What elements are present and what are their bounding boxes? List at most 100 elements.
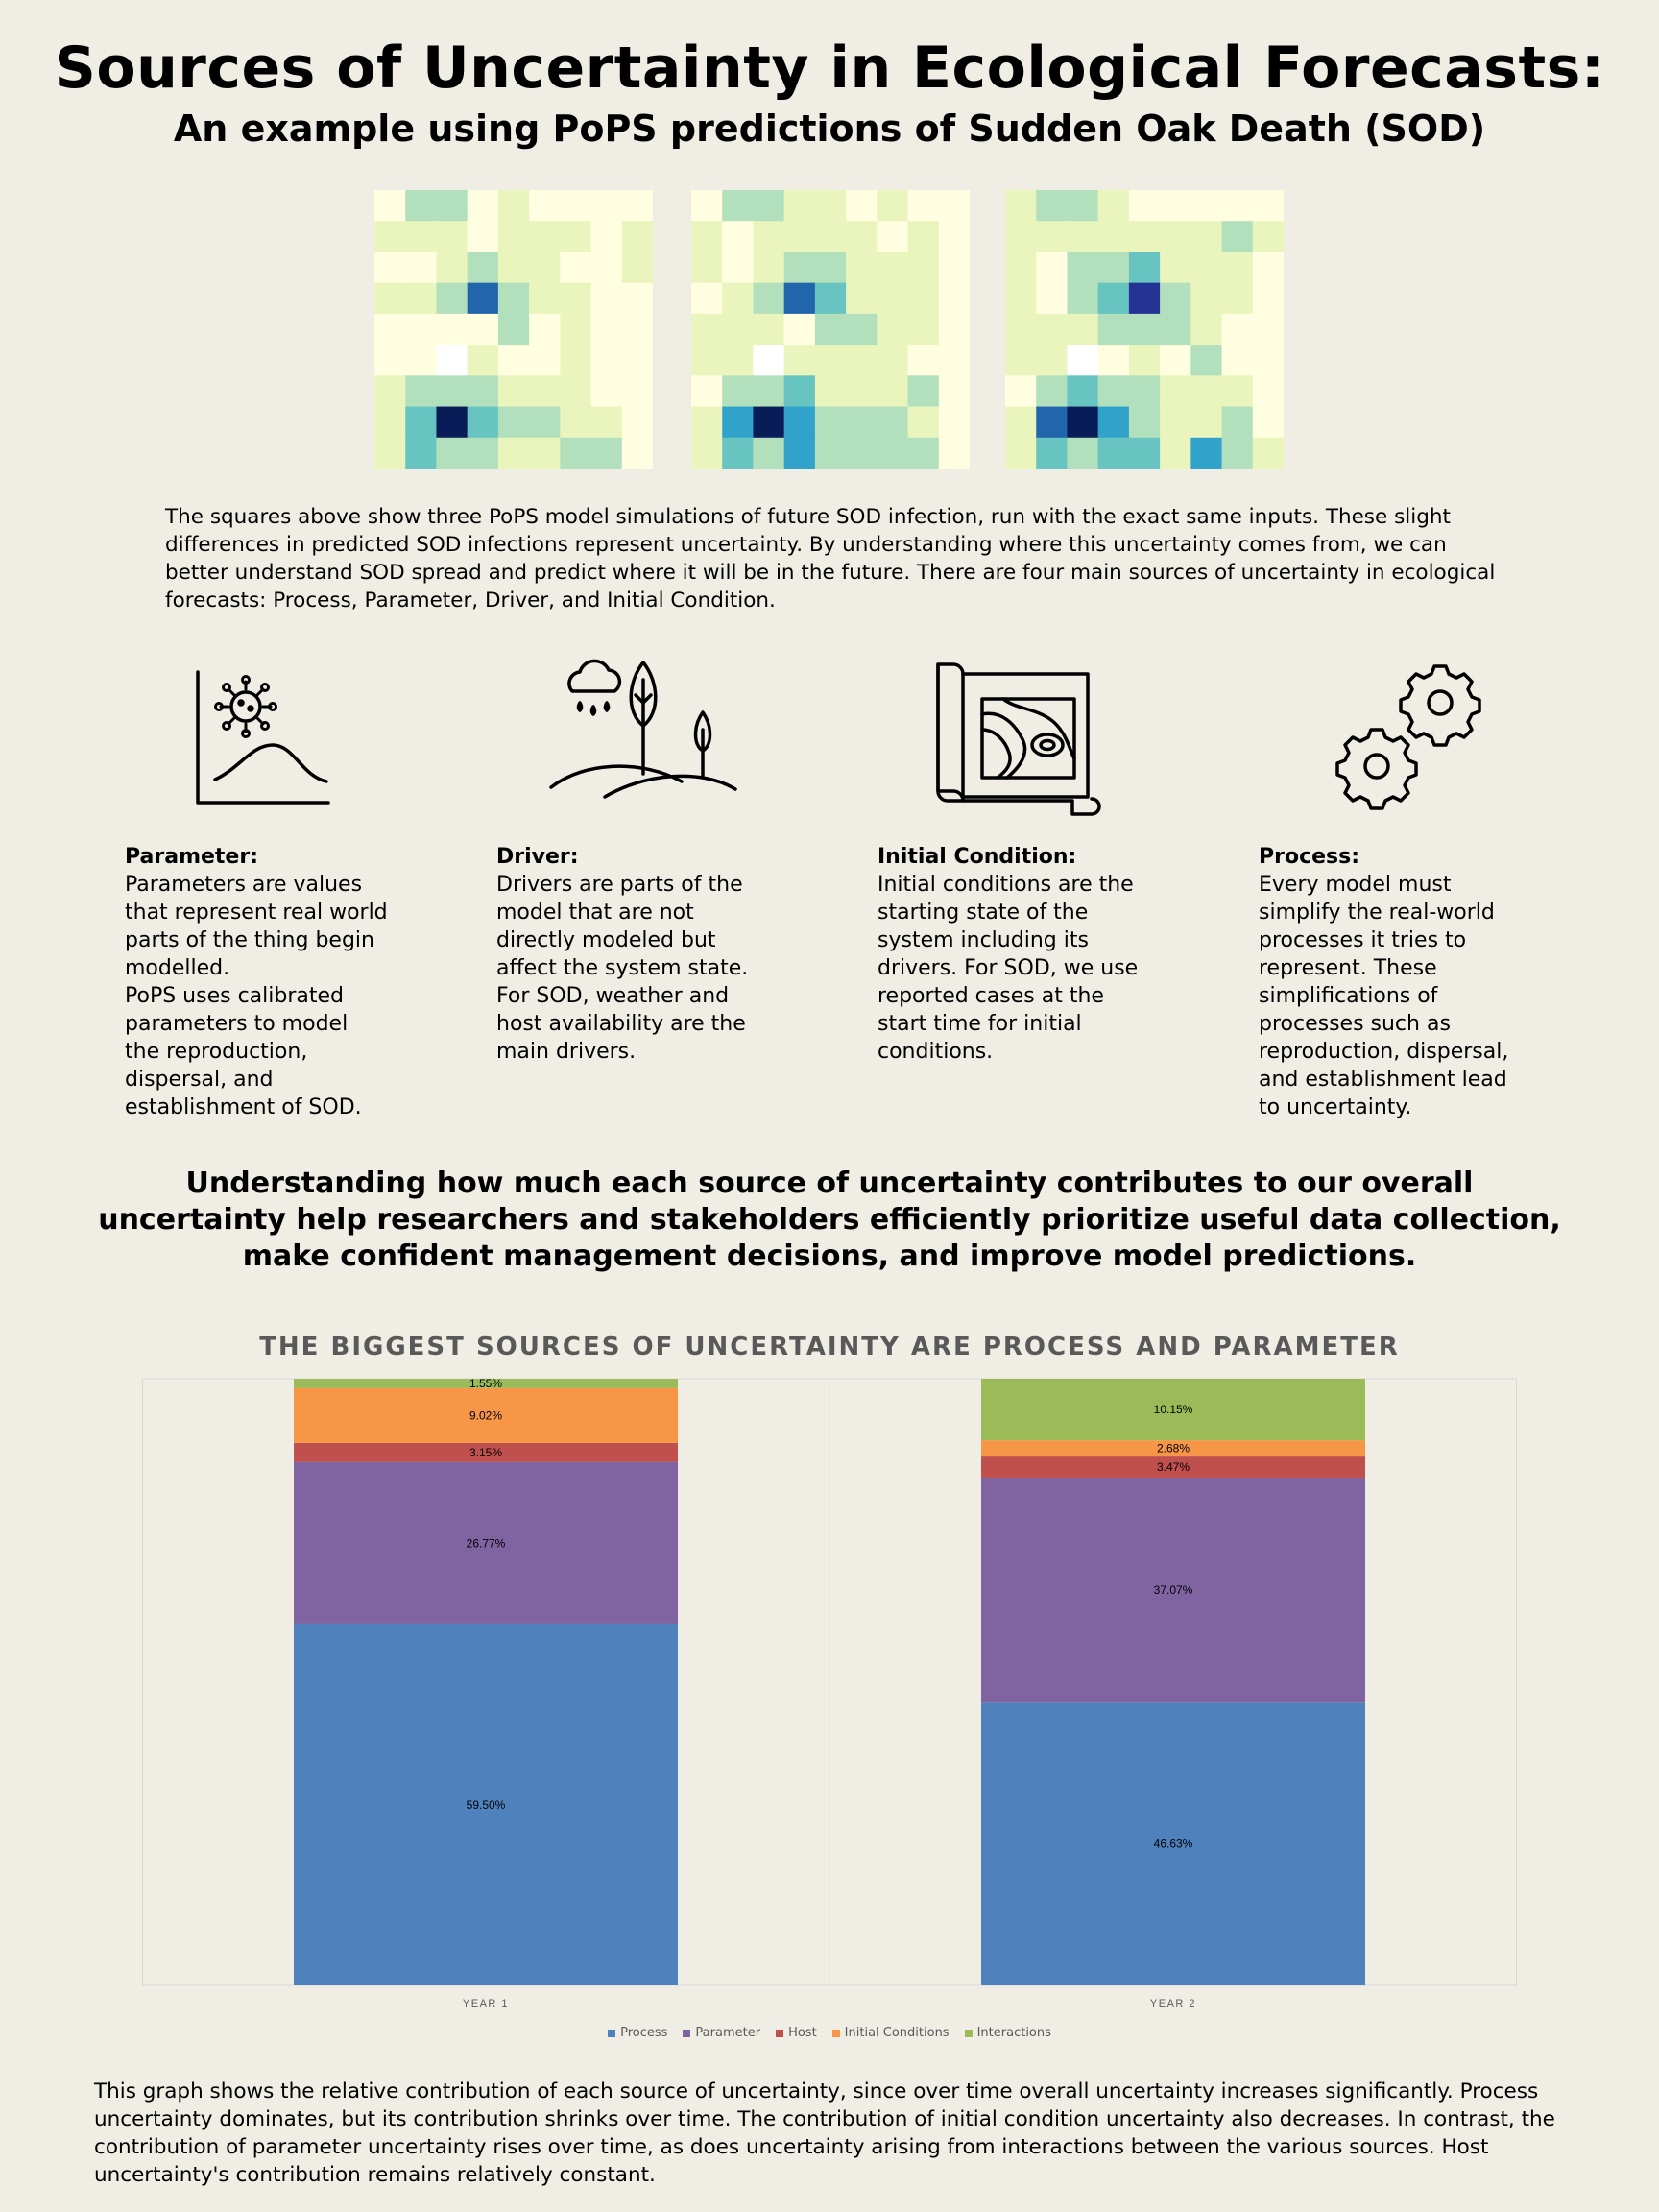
heatmap-cell xyxy=(1036,375,1068,408)
heatmap-cell xyxy=(1160,221,1191,252)
heatmap-cell xyxy=(590,252,623,284)
heatmap-cell xyxy=(846,406,878,439)
heatmap-cell xyxy=(467,190,499,222)
legend-item: Initial Conditions xyxy=(831,2026,950,2040)
heatmap-cell xyxy=(722,313,754,346)
legend-swatch xyxy=(831,2029,840,2037)
heatmap-cell xyxy=(814,252,847,284)
heatmap-cell xyxy=(467,252,499,284)
parameter-chart-icon xyxy=(182,653,374,826)
heatmap-cell xyxy=(1097,406,1130,439)
heatmap-cell xyxy=(691,313,723,346)
bar-segment-initial-conditions xyxy=(294,1387,678,1443)
heatmap-cell xyxy=(374,221,406,252)
heatmap-cell xyxy=(1160,375,1191,408)
heatmap-cell xyxy=(1160,252,1191,284)
heatmap-cell xyxy=(783,375,816,408)
heatmap-cell xyxy=(877,282,909,315)
heatmap-cell xyxy=(374,345,406,376)
heatmap-cell xyxy=(938,221,970,252)
heatmap-cell xyxy=(1097,221,1130,252)
heatmap-cell xyxy=(374,406,406,439)
heatmap-cell xyxy=(590,345,623,376)
legend-swatch xyxy=(964,2029,973,2037)
heatmap-cell xyxy=(753,406,785,439)
heatmap-cell xyxy=(907,345,940,376)
heatmap-cell xyxy=(560,282,592,315)
heatmap-cell xyxy=(590,221,623,252)
heatmap-cell xyxy=(1067,221,1099,252)
heatmap-cell xyxy=(497,437,530,469)
source-heading: Driver: xyxy=(496,845,579,869)
heatmap-cell xyxy=(467,221,499,252)
heatmap-cell xyxy=(814,221,847,252)
heatmap-cell xyxy=(1128,345,1161,376)
heatmap-cell xyxy=(753,437,785,469)
category-label: YEAR 1 xyxy=(463,1998,509,2009)
source-driver: Driver: Drivers are parts of the model t… xyxy=(496,843,794,1066)
heatmap-cell xyxy=(938,282,970,315)
heatmap-cell xyxy=(783,282,816,315)
heatmap-cell xyxy=(691,345,723,376)
heatmap-cell xyxy=(877,345,909,376)
heatmap-cell xyxy=(846,252,878,284)
simulation-heatmap-2 xyxy=(691,190,970,469)
heatmap-cell xyxy=(1067,437,1099,469)
heatmap-cell xyxy=(621,437,653,469)
source-process: Process: Every model must simplify the r… xyxy=(1259,843,1556,1121)
heatmap-cell xyxy=(1221,313,1254,346)
heatmap-cell xyxy=(590,282,623,315)
simulation-heatmap-3 xyxy=(1005,190,1284,469)
heatmap-cell xyxy=(1252,345,1284,376)
heatmap-cell xyxy=(907,190,940,222)
heatmap-cell xyxy=(938,252,970,284)
legend-label: Interactions xyxy=(976,2026,1051,2040)
simulation-heatmap-1 xyxy=(374,190,653,469)
heatmap-cell xyxy=(907,282,940,315)
heatmap-cell xyxy=(846,221,878,252)
heatmap-cell xyxy=(1128,252,1161,284)
heatmap-cell xyxy=(436,345,469,376)
heatmap-cell xyxy=(405,437,437,469)
heatmap-cell xyxy=(1160,406,1191,439)
heatmap-cell xyxy=(621,252,653,284)
heatmap-cell xyxy=(783,252,816,284)
chart-legend: Process Parameter Host Initial Conditions In… xyxy=(0,2026,1659,2040)
driver-weather-tree-icon xyxy=(547,653,739,826)
heatmap-cell xyxy=(436,252,469,284)
heatmap-cell xyxy=(814,406,847,439)
heatmap-cell xyxy=(814,437,847,469)
heatmap-cell xyxy=(560,375,592,408)
data-label: 9.02% xyxy=(469,1408,502,1422)
legend-label: Initial Conditions xyxy=(844,2026,950,2040)
heatmap-cell xyxy=(1005,190,1037,222)
heatmap-cell xyxy=(374,252,406,284)
heatmap-cell xyxy=(1036,313,1068,346)
heatmap-cell xyxy=(467,345,499,376)
heatmap-cell xyxy=(374,282,406,315)
heatmap-cell xyxy=(590,406,623,439)
heatmap-cell xyxy=(374,437,406,469)
heatmap-cell xyxy=(405,406,437,439)
heatmap-cell xyxy=(374,375,406,408)
heatmap-cell xyxy=(497,406,530,439)
heatmap-cell xyxy=(1252,406,1284,439)
heatmap-cell xyxy=(722,221,754,252)
heatmap-cell xyxy=(1036,437,1068,469)
heatmap-cell xyxy=(722,437,754,469)
legend-label: Parameter xyxy=(695,2026,761,2040)
data-label: 2.68% xyxy=(1157,1442,1190,1455)
heatmap-cell xyxy=(590,437,623,469)
heatmap-cell xyxy=(691,375,723,408)
page-title: Sources of Uncertainty in Ecological For… xyxy=(54,35,1605,102)
heatmap-cell xyxy=(1190,345,1223,376)
heatmap-cell xyxy=(1221,190,1254,222)
heatmap-cell xyxy=(907,437,940,469)
heatmap-cell xyxy=(529,345,561,376)
heatmap-cell xyxy=(436,375,469,408)
heatmap-cell xyxy=(560,252,592,284)
heatmap-cell xyxy=(1036,252,1068,284)
heatmap-cell xyxy=(722,345,754,376)
heatmap-cell xyxy=(846,437,878,469)
heatmap-cell xyxy=(814,345,847,376)
